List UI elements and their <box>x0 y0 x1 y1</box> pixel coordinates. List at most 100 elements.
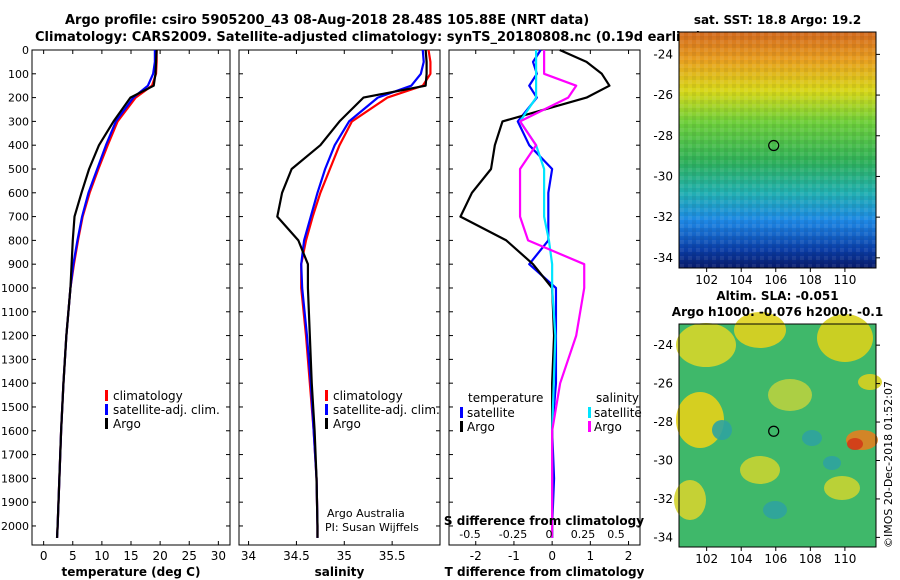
legend-swatch <box>588 421 591 432</box>
x-tick-label: 34 <box>241 549 256 563</box>
sla-anomaly-blob <box>734 312 786 348</box>
map-y-tick-label: -26 <box>653 88 673 102</box>
map-title: sat. SST: 18.8 Argo: 19.2 <box>694 13 861 27</box>
legend-label: satellite <box>467 406 515 420</box>
legend-swatch <box>105 418 108 429</box>
x-tick-label: -2 <box>470 549 482 563</box>
map-frame <box>678 323 877 548</box>
profile-panel-sal: 34 34.5 35 35.5 salinity climatologysatellite… <box>238 49 441 579</box>
legend-swatch <box>105 404 108 415</box>
depth-tick-label: 600 <box>8 187 29 200</box>
depth-tick-label: 1900 <box>1 496 29 509</box>
legend-label: Argo <box>333 417 361 431</box>
depth-tick-label: 1400 <box>1 377 29 390</box>
depth-tick-label: 1000 <box>1 282 29 295</box>
legend-label: climatology <box>333 389 403 403</box>
map-y-tick-label: -24 <box>653 47 673 61</box>
depth-tick-label: 1300 <box>1 353 29 366</box>
x-axis-label: T difference from climatology <box>445 565 645 579</box>
top-tick-label: -0.25 <box>499 528 527 541</box>
map-x-tick-label: 102 <box>695 273 718 287</box>
depth-tick-label: 1100 <box>1 306 29 319</box>
sla-anomaly-blob <box>768 379 812 411</box>
legend-label: satellite-adj. clim. <box>113 403 220 417</box>
panel-frame <box>31 49 231 546</box>
argo-position-marker <box>768 139 780 152</box>
map-y-tick-label: -34 <box>653 251 673 265</box>
x-tick-label: 0 <box>548 549 556 563</box>
legend-swatch <box>325 390 328 401</box>
legend-heading-salinity: salinity <box>596 391 639 405</box>
legend-label: satellite <box>594 406 642 420</box>
map-y-tick-label: -28 <box>653 415 673 429</box>
depth-tick-label: 100 <box>8 68 29 81</box>
map-y-tick-label: -32 <box>653 210 673 224</box>
depth-tick-label: 700 <box>8 211 29 224</box>
legend-heading-temperature: temperature <box>468 391 543 405</box>
depth-tick-label: 800 <box>8 234 29 247</box>
series-line-s-argo <box>518 50 586 538</box>
map-y-tick-label: -26 <box>653 377 673 391</box>
x-tick-label: 5 <box>69 549 77 563</box>
sst-texture <box>679 32 876 268</box>
credit-line-2: PI: Susan Wijffels <box>325 521 419 534</box>
legend-label: Argo <box>467 420 495 434</box>
argo-position-marker <box>768 425 780 437</box>
sla-anomaly-blob <box>847 438 863 450</box>
sla-anomaly-blob <box>740 456 780 484</box>
depth-tick-label: 900 <box>8 258 29 271</box>
map-panel-1: 102 104 106 108 110 -24 -26 -28 -30 -32 -34 Altim. … <box>653 289 883 566</box>
x-tick-label: 2 <box>625 549 633 563</box>
top-axis-label: S difference from climatology <box>444 514 644 528</box>
map-y-tick-label: -24 <box>653 338 673 352</box>
x-tick-label: 34.5 <box>283 549 310 563</box>
top-tick-label: 0 <box>546 528 553 541</box>
map-y-tick-label: -32 <box>653 492 673 506</box>
depth-tick-label: 0 <box>22 44 29 57</box>
profile-panel-diff: -2 -1 0 1 2 T difference from climatology temp… <box>444 48 645 579</box>
top-tick-label: -0.5 <box>459 528 480 541</box>
sla-anomaly-blob <box>817 314 873 362</box>
map-x-tick-label: 110 <box>833 552 856 566</box>
map-x-tick-label: 108 <box>799 273 822 287</box>
x-tick-label: 1 <box>587 549 595 563</box>
panel-frame <box>238 49 441 546</box>
legend-swatch <box>588 407 591 418</box>
map-title: Altim. SLA: -0.051 <box>716 289 838 303</box>
figure-title-line2: Climatology: CARS2009. Satellite-adjuste… <box>35 30 702 45</box>
x-tick-label: 25 <box>182 549 197 563</box>
series-line-argo <box>276 49 428 538</box>
depth-tick-label: 1600 <box>1 425 29 438</box>
x-tick-label: 0 <box>40 549 48 563</box>
x-tick-label: 35.5 <box>379 549 406 563</box>
map-x-tick-label: 104 <box>730 273 753 287</box>
x-axis-label: temperature (deg C) <box>62 565 201 579</box>
depth-tick-label: 200 <box>8 92 29 105</box>
panel-frame <box>448 49 641 546</box>
map-x-tick-label: 110 <box>833 273 856 287</box>
map-subtitle: Argo h1000: -0.076 h2000: -0.1 <box>672 305 883 319</box>
depth-tick-label: 500 <box>8 163 29 176</box>
sla-anomaly-blob <box>676 323 736 367</box>
x-axis-label: salinity <box>315 565 365 579</box>
legend-swatch <box>105 390 108 401</box>
series-line-argo <box>55 49 158 538</box>
sla-anomaly-blob <box>823 456 841 470</box>
map-y-tick-label: -28 <box>653 129 673 143</box>
top-tick-label: 0.25 <box>571 528 596 541</box>
legend-swatch <box>325 418 328 429</box>
x-tick-label: -1 <box>508 549 520 563</box>
credit-line-1: Argo Australia <box>327 507 405 520</box>
legend-label: Argo <box>594 420 622 434</box>
depth-tick-label: 1200 <box>1 330 29 343</box>
figure-title-line1: Argo profile: csiro 5905200_43 08-Aug-20… <box>65 13 590 28</box>
map-y-tick-label: -34 <box>653 530 673 544</box>
sla-anomaly-blob <box>763 501 787 519</box>
map-x-tick-label: 106 <box>764 273 787 287</box>
top-tick-label: 0.5 <box>607 528 625 541</box>
map-x-tick-label: 108 <box>799 552 822 566</box>
depth-tick-label: 300 <box>8 115 29 128</box>
depth-tick-label: 2000 <box>1 520 29 533</box>
sla-anomaly-blob <box>712 420 732 440</box>
